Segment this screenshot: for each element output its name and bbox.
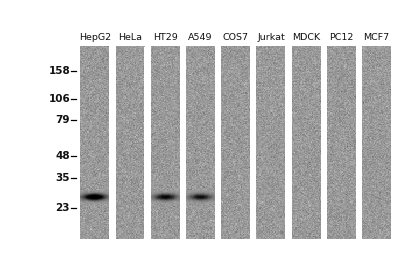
- Text: MCF7: MCF7: [364, 33, 390, 42]
- Text: A549: A549: [188, 33, 213, 42]
- Text: 79: 79: [56, 115, 70, 125]
- Text: HT29: HT29: [153, 33, 178, 42]
- Text: 35: 35: [56, 173, 70, 183]
- Bar: [74, 47, 80, 239]
- Text: HepG2: HepG2: [79, 33, 111, 42]
- Text: 158: 158: [48, 66, 70, 76]
- Bar: [180, 47, 186, 239]
- Text: 23: 23: [56, 204, 70, 214]
- Text: COS7: COS7: [223, 33, 249, 42]
- Bar: [250, 47, 256, 239]
- Bar: [56, 26, 77, 247]
- Text: 106: 106: [48, 94, 70, 104]
- Bar: [144, 47, 151, 239]
- Bar: [109, 47, 116, 239]
- Text: PC12: PC12: [329, 33, 354, 42]
- Bar: [215, 47, 221, 239]
- Bar: [285, 47, 292, 239]
- Text: HeLa: HeLa: [118, 33, 142, 42]
- Text: MDCK: MDCK: [292, 33, 320, 42]
- Text: 48: 48: [56, 151, 70, 161]
- Bar: [356, 47, 362, 239]
- Bar: [321, 47, 327, 239]
- Text: Jurkat: Jurkat: [257, 33, 285, 42]
